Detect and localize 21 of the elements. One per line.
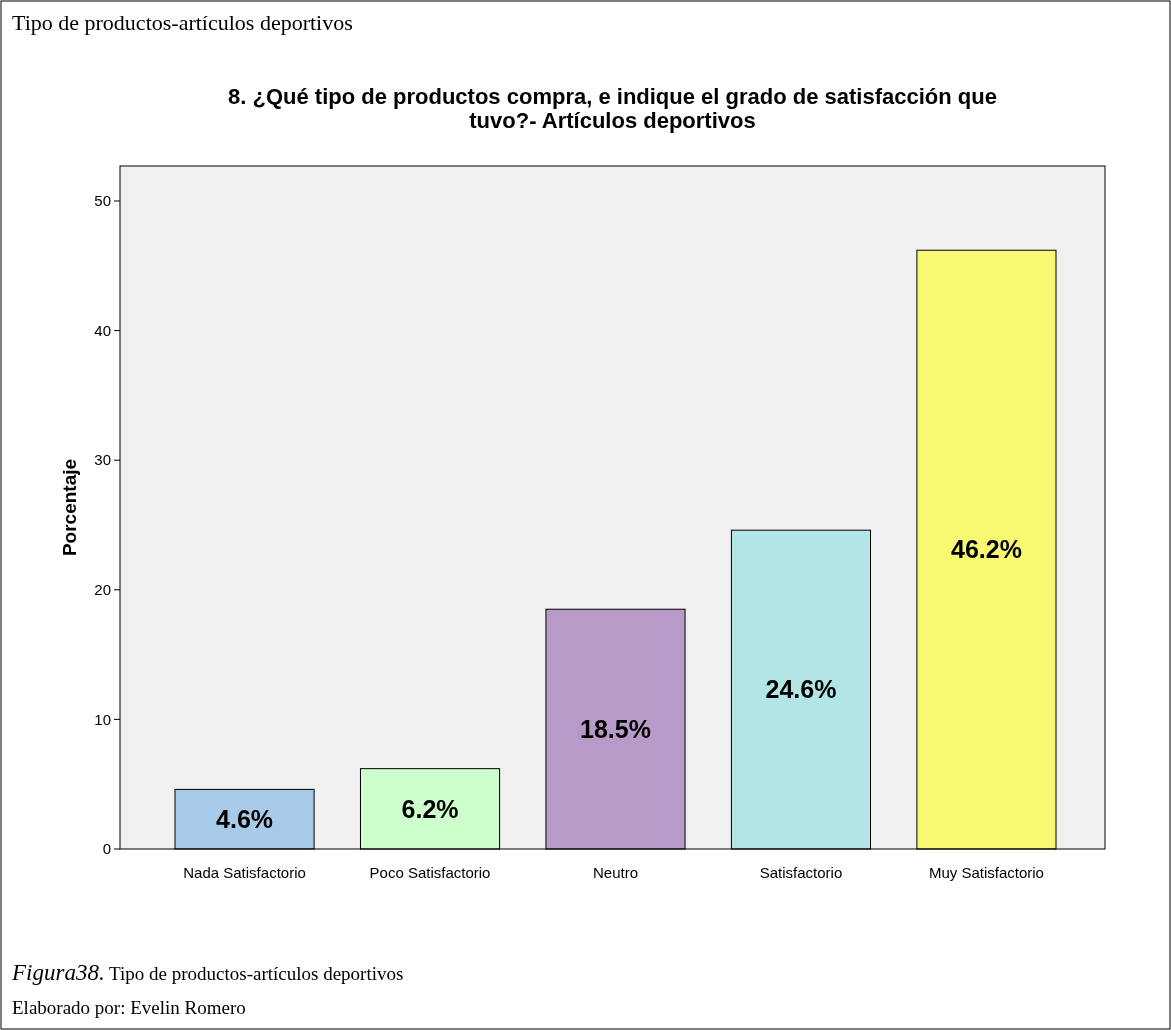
x-tick-label: Satisfactorio	[759, 864, 843, 881]
y-tick-label: 10	[94, 710, 111, 728]
text: Figura38. Tipo de productos-artículos deportivos	[11, 960, 404, 985]
y-tick-label: 30	[94, 451, 111, 469]
text: Elaborado por: Evelin Romero	[12, 997, 246, 1018]
x-tick-label: Neutro	[592, 864, 639, 881]
y-axis-title: Porcentaje	[59, 458, 80, 557]
data-label: 6.2%	[401, 794, 459, 823]
x-tick-label: Poco Satisfactorio	[369, 864, 491, 881]
y-tick-label: 20	[94, 581, 111, 599]
data-label: 4.6%	[216, 804, 274, 833]
data-label: 24.6%	[765, 675, 837, 704]
text: Tipo de productos-artículos deportivos	[12, 10, 353, 35]
x-tick-label: Nada Satisfactorio	[183, 864, 306, 881]
y-tick-label: 40	[94, 321, 111, 339]
x-tick-label: Muy Satisfactorio	[928, 864, 1044, 881]
chart-title: 8. ¿Qué tipo de productos compra, e indique el grado de satisfacción que tuvo?- Artículos deportivos	[228, 84, 997, 133]
y-tick-label: 50	[94, 192, 111, 210]
data-label: 18.5%	[580, 714, 651, 743]
data-label: 46.2%	[951, 535, 1022, 564]
y-tick-label: 0	[102, 840, 111, 858]
